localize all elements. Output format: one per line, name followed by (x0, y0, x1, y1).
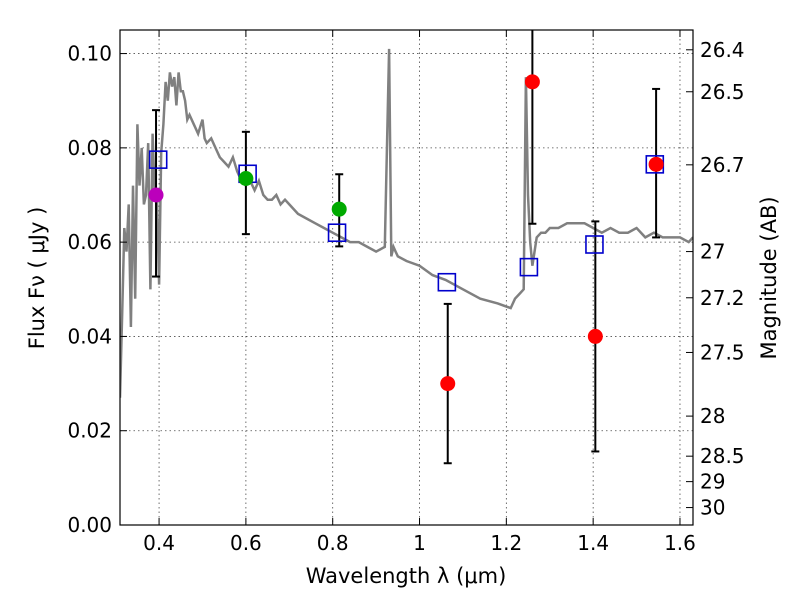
y2-tick-label: 28 (700, 404, 725, 428)
model-point (148, 150, 168, 169)
y2-tick-label: 26.7 (700, 153, 745, 177)
y-tick-label: 0.00 (67, 513, 112, 537)
y2-tick-label: 30 (700, 496, 725, 520)
grid (120, 30, 693, 526)
observed-point (587, 328, 603, 344)
model-point (585, 235, 604, 254)
x-axis-title: Wavelength λ (μm) (306, 564, 507, 588)
y-tick-label: 0.08 (67, 136, 112, 160)
y2-tick-label: 28.5 (700, 444, 745, 468)
axes-frame (119, 29, 694, 526)
x-tick-label: 1.4 (577, 531, 609, 555)
observed-point (648, 156, 664, 172)
x-tick-label: 0.4 (143, 531, 175, 555)
plot-area (120, 30, 693, 465)
spectrum-line (120, 48, 693, 398)
model-point (327, 223, 347, 243)
observed-point (148, 187, 164, 203)
y-axis: 0.00 0.02 0.04 0.06 0.08 0.10 (67, 42, 127, 537)
x-tick-label: 1.6 (664, 531, 696, 555)
model-point (519, 257, 539, 277)
y2-tick-label: 27.5 (700, 340, 745, 364)
x-tick-label: 1 (413, 531, 426, 555)
y2-axis-title: Magnitude (AB) (757, 196, 781, 359)
y2-tick-label: 26.4 (700, 38, 745, 62)
y2-tick-label: 29 (700, 470, 725, 494)
observed-point (524, 74, 540, 90)
x-axis: 0.4 0.6 0.8 1 1.2 1.4 1.6 (143, 30, 696, 555)
observed-point (440, 376, 456, 392)
y2-tick-label: 26.5 (700, 80, 745, 104)
x-tick-label: 0.8 (317, 531, 349, 555)
y2-tick-label: 27.2 (700, 286, 745, 310)
y-tick-label: 0.02 (67, 419, 112, 443)
x-tick-label: 0.6 (230, 531, 262, 555)
y-tick-label: 0.10 (67, 42, 112, 66)
observed-point (238, 171, 254, 186)
y-axis-title: Flux Fν ( μJy ) (25, 207, 49, 350)
observed-point (331, 201, 347, 217)
y-tick-label: 0.04 (67, 324, 112, 348)
y-tick-label: 0.06 (67, 230, 112, 254)
y2-tick-label: 27 (700, 240, 725, 264)
x-tick-label: 1.2 (490, 531, 522, 555)
model-point (437, 272, 457, 292)
